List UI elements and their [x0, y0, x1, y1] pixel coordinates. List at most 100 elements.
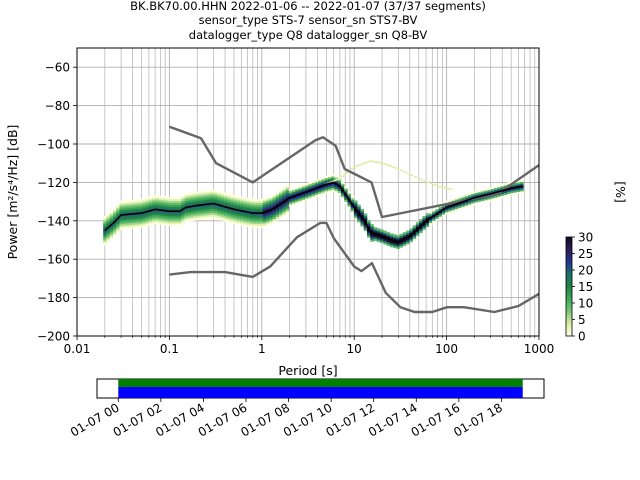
density-cell [285, 188, 290, 192]
density-cell [194, 197, 198, 200]
density-cell [497, 196, 501, 199]
density-cell [344, 186, 348, 189]
density-cell [220, 208, 224, 212]
density-cell [210, 214, 215, 217]
density-cell [181, 194, 185, 198]
density-cell [226, 197, 231, 200]
density-cell [194, 200, 198, 204]
density-cell [152, 218, 156, 221]
density-cell [266, 202, 270, 205]
density-cell [275, 206, 280, 210]
density-cell [269, 210, 273, 214]
density-cell [334, 190, 338, 193]
density-cell [282, 196, 286, 200]
faint-cell [423, 180, 427, 182]
density-cell [409, 232, 413, 235]
density-cell [279, 198, 283, 202]
density-cell [477, 189, 482, 193]
density-cell [207, 191, 211, 194]
density-cell [213, 214, 218, 217]
density-cell [161, 196, 166, 199]
density-cell [223, 194, 228, 197]
density-cell [200, 209, 205, 212]
density-cell [207, 189, 211, 192]
density-cell [253, 216, 257, 219]
density-cell [259, 210, 264, 213]
density-cell [321, 190, 325, 193]
density-cell [353, 204, 358, 207]
density-cell [210, 189, 215, 192]
density-cell [389, 243, 394, 246]
density-cell [125, 209, 130, 212]
density-cell [507, 193, 511, 196]
density-cell [213, 191, 218, 194]
density-cell [197, 198, 202, 201]
density-cell [500, 195, 505, 198]
density-cell [308, 185, 312, 188]
density-cell [432, 218, 436, 221]
density-cell [370, 224, 374, 227]
density-cell [350, 207, 355, 210]
density-cell [112, 209, 117, 212]
density-cell [327, 176, 332, 180]
colorbar-ticks: 0 5 10 15 20 25 30 [572, 231, 593, 344]
density-cell [269, 204, 273, 208]
density-cell [220, 210, 224, 214]
density-cell [119, 215, 124, 219]
density-cell [327, 184, 332, 187]
density-cell [487, 187, 492, 190]
density-cell [419, 226, 423, 230]
density-cell [389, 235, 394, 238]
density-cell [152, 202, 156, 206]
ppsd-plot-area: 0.01 0.1 1 10 100 1000 −60 −80 −100 −120 −140 −160… [37, 47, 554, 356]
faint-cell [363, 162, 367, 164]
faint-cell [331, 180, 335, 183]
density-cell [200, 194, 205, 197]
density-cell [207, 197, 211, 200]
density-cell [249, 202, 254, 205]
density-cell [266, 196, 270, 199]
density-cell [236, 207, 241, 210]
density-cell [184, 198, 189, 201]
density-cell [321, 180, 325, 184]
density-cell [184, 217, 189, 221]
density-cell [174, 198, 179, 202]
colorbar-tick-label: 5 [578, 313, 586, 327]
density-cell [269, 222, 273, 225]
density-cell [139, 218, 143, 221]
density-cell [226, 204, 231, 208]
density-cell [239, 206, 244, 209]
density-cell [246, 199, 251, 202]
density-cell [145, 202, 150, 206]
density-cell [262, 218, 267, 222]
density-cell [301, 197, 306, 200]
density-cell [357, 216, 361, 219]
density-cell [116, 221, 120, 224]
density-cell [272, 220, 277, 223]
density-cell [376, 235, 381, 239]
density-cell [135, 201, 140, 204]
density-cell [451, 206, 456, 209]
density-cell [344, 195, 348, 199]
density-cell [171, 223, 176, 226]
density-cell [223, 209, 228, 213]
density-cell [204, 193, 208, 197]
density-cell [116, 204, 120, 207]
density-cell [103, 233, 107, 236]
density-cell [373, 227, 378, 230]
density-cell [148, 207, 153, 211]
density-cell [191, 214, 195, 218]
density-cell [262, 224, 267, 227]
density-cell [122, 221, 127, 224]
density-cell [249, 208, 254, 211]
density-cell [220, 212, 224, 215]
faint-cell [394, 167, 398, 169]
plot-frame [76, 47, 540, 337]
density-cell [477, 197, 482, 200]
density-cell [200, 217, 205, 220]
density-cell [204, 216, 208, 220]
y-tick-label: −60 [45, 61, 70, 75]
density-cell [158, 205, 163, 208]
density-cell [350, 195, 355, 199]
density-cell [178, 217, 182, 221]
